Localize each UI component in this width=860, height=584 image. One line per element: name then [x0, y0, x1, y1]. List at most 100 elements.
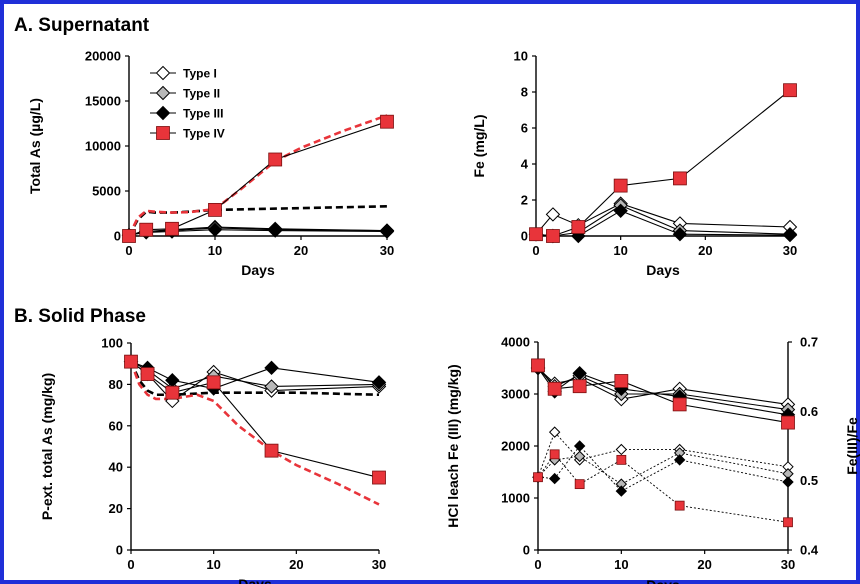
fe-series-line-4 — [535, 89, 791, 237]
hcl-fe-data-point — [614, 374, 629, 388]
total-as-x-tick-label: 0 — [125, 243, 132, 258]
fe-data-point — [545, 207, 561, 222]
hcl-fe-y-tick-label: 4000 — [501, 335, 530, 350]
p-ext-as-data-point — [372, 470, 386, 485]
hcl-fe-ratio-point — [615, 443, 628, 456]
total-as-x-tick-label: 20 — [294, 243, 308, 258]
total-as-data-point — [165, 221, 179, 236]
hcl-fe-y2-tick-label: 0.4 — [800, 543, 819, 558]
total-as-data-point — [379, 224, 395, 239]
p-ext-as-y-tick-label: 100 — [101, 336, 123, 351]
fe-data-point — [613, 203, 628, 219]
fe-data-point — [782, 227, 798, 243]
fe-data-point — [613, 178, 628, 193]
total-as-x-axis-label: Days — [241, 262, 275, 278]
hcl-fe-ratio-point — [616, 454, 627, 465]
total-as-data-point — [208, 202, 222, 217]
total-as-x-tick-label: 10 — [208, 243, 222, 258]
p-ext-as-y-tick-label: 80 — [109, 377, 123, 392]
hcl-fe-y-tick-label: 2000 — [501, 439, 530, 454]
legend-label: Type III — [183, 107, 223, 121]
total-as-x-tick-label: 30 — [380, 243, 394, 258]
p-ext-as-x-tick-label: 20 — [289, 557, 303, 572]
hcl-fe-x-tick-label: 10 — [614, 557, 628, 572]
total-as-data-point — [122, 229, 136, 243]
total-as-data-point — [268, 152, 283, 167]
hcl-fe-ratio-point — [573, 450, 586, 463]
hcl-fe-ratio-point — [533, 472, 543, 483]
hcl-fe-y2-tick-label: 0.5 — [800, 473, 818, 488]
total-as-data-point — [139, 222, 154, 237]
total-as-data-point — [267, 223, 283, 238]
legend-marker — [155, 65, 171, 81]
fe-data-point — [529, 227, 543, 242]
hcl-fe-ratio-point — [549, 449, 560, 460]
hcl-fe-data-point — [531, 358, 545, 373]
total-as-dashed-red-line — [127, 114, 388, 237]
total-as-y-tick-label: 0 — [114, 229, 121, 244]
hcl-fe-x-tick-label: 20 — [697, 557, 711, 572]
total-as-y-axis-label: Total As (µg/L) — [27, 98, 43, 194]
fe-y-tick-label: 2 — [521, 193, 528, 208]
hcl-fe-y-axis-label: HCl leach Fe (III) (mg/kg) — [445, 364, 461, 527]
fe-x-tick-label: 10 — [613, 243, 627, 258]
hcl-fe-y-tick-label: 0 — [523, 543, 530, 558]
hcl-fe-x-axis-label: Days — [646, 577, 680, 584]
p-ext-as-series-line-3 — [130, 361, 380, 390]
p-ext-as-x-tick-label: 0 — [127, 557, 134, 572]
p-ext-as-y-tick-label: 40 — [109, 460, 123, 475]
fe-y-axis-label: Fe (mg/L) — [471, 115, 487, 178]
total-as-data-point — [207, 222, 223, 237]
legend-label: Type II — [183, 87, 220, 101]
fe-y-tick-label: 8 — [521, 85, 528, 100]
hcl-fe-ratio-point — [573, 440, 586, 452]
p-ext-as-y-tick-label: 20 — [109, 501, 123, 516]
p-ext-as-data-point — [264, 443, 279, 458]
p-ext-as-x-tick-label: 30 — [372, 557, 386, 572]
hcl-fe-y-tick-label: 1000 — [501, 491, 530, 506]
legend-marker — [156, 126, 170, 140]
hcl-fe-data-point — [781, 415, 795, 430]
section-b-title: B. Solid Phase — [14, 306, 146, 327]
hcl-fe-ratio-point — [548, 426, 561, 438]
p-ext-as-x-axis-label: Days — [238, 576, 272, 584]
total-as-y-tick-label: 10000 — [85, 139, 121, 154]
p-ext-as-data-point — [264, 360, 279, 376]
hcl-fe-ratio-point — [548, 472, 561, 485]
fe-x-tick-label: 20 — [698, 243, 712, 258]
p-ext-as-y-tick-label: 60 — [109, 418, 123, 433]
fe-x-axis-label: Days — [646, 262, 680, 278]
fe-data-point — [672, 226, 688, 242]
p-ext-as-data-point — [124, 354, 138, 369]
fe-y-tick-label: 6 — [521, 121, 528, 136]
p-ext-as-dashed-black-line — [129, 361, 380, 397]
p-ext-as-series-line-2 — [130, 361, 380, 390]
fe-data-point — [783, 83, 797, 98]
hcl-fe-ratio-line-1 — [537, 431, 789, 478]
fe-y-tick-label: 10 — [514, 49, 528, 64]
p-ext-as-data-point — [165, 385, 180, 400]
p-ext-as-data-point — [371, 375, 387, 390]
fe-data-point — [571, 220, 586, 234]
hcl-fe-data-point — [572, 379, 587, 394]
p-ext-as-data-point — [140, 367, 155, 381]
p-ext-as-data-point — [264, 379, 279, 394]
hcl-fe-ratio-point — [674, 500, 685, 511]
fe-data-point — [546, 229, 560, 243]
p-ext-as-x-tick-label: 10 — [206, 557, 220, 572]
total-as-data-point — [380, 114, 394, 129]
legend-label: Type IV — [183, 127, 225, 141]
fe-y-tick-label: 4 — [521, 157, 529, 172]
fe-x-tick-label: 0 — [532, 243, 539, 258]
total-as-y-tick-label: 15000 — [85, 94, 121, 109]
total-as-y-tick-label: 5000 — [92, 184, 121, 199]
legend-marker — [155, 85, 171, 101]
total-as-y-tick-label: 20000 — [85, 49, 121, 64]
fe-data-point — [673, 171, 687, 186]
p-ext-as-dashed-red-line — [129, 361, 380, 506]
hcl-fe-ratio-point — [574, 479, 585, 490]
p-ext-as-y-tick-label: 0 — [116, 543, 123, 558]
section-a-title: A. Supernatant — [14, 15, 150, 36]
hcl-fe-y2-axis-label: Fe(III)/Fe — [844, 417, 860, 475]
